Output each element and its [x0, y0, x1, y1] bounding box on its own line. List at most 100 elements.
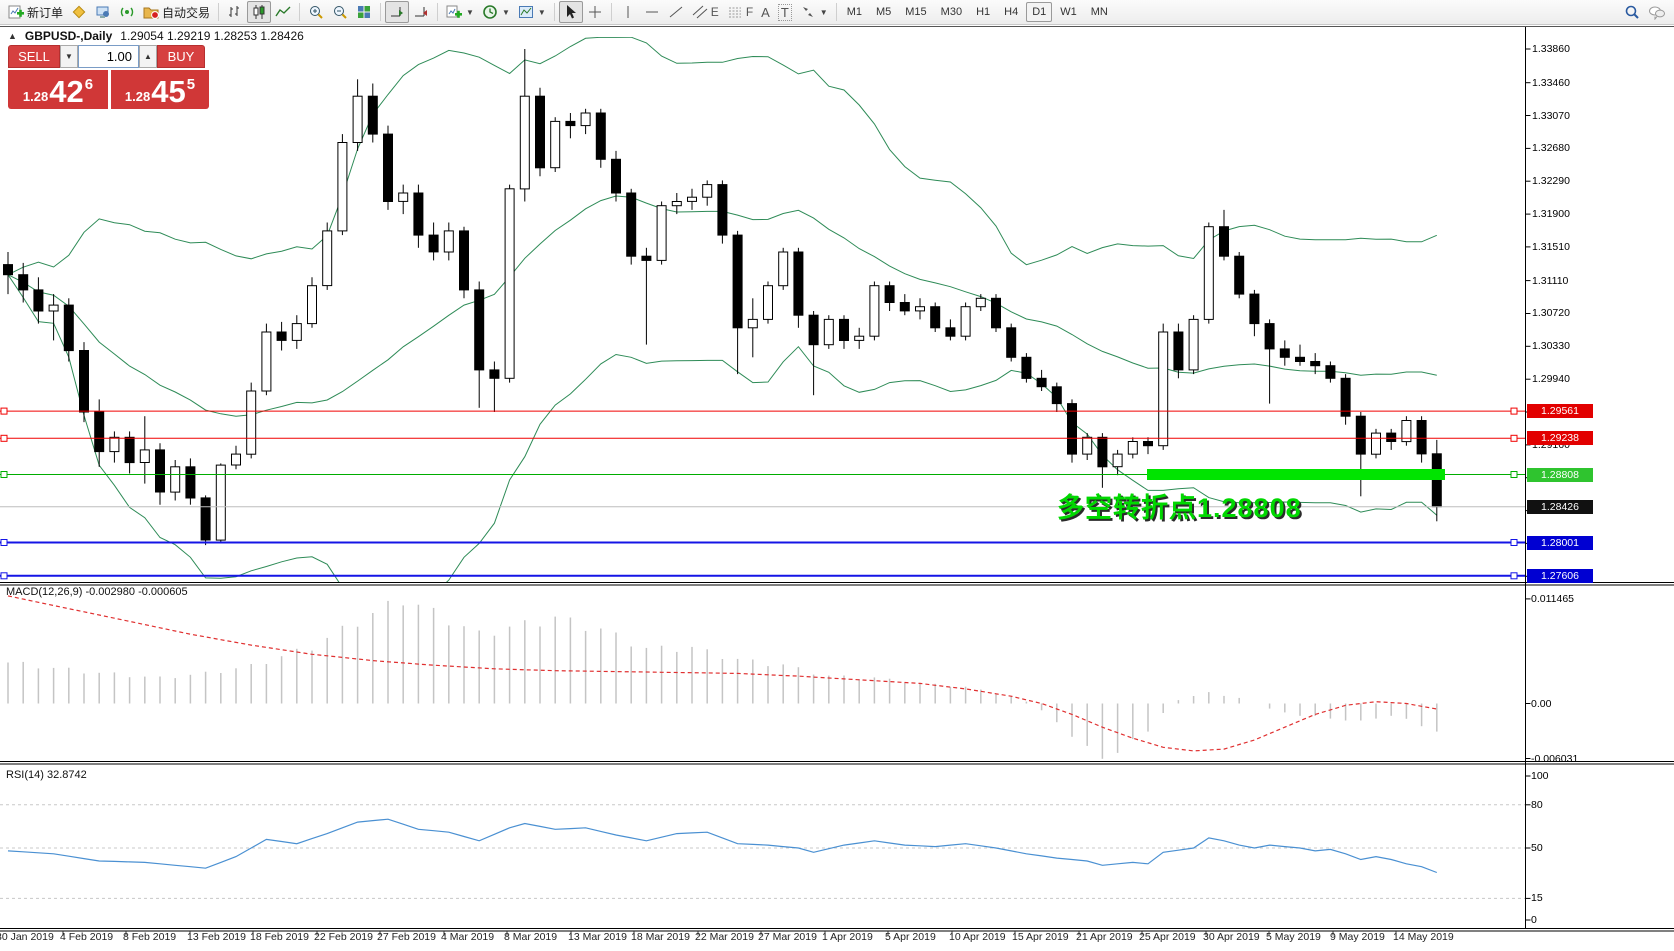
- date-axis-label: 5 Apr 2019: [885, 931, 936, 943]
- new-order-button[interactable]: 新订单: [4, 1, 67, 23]
- arrows-dropdown[interactable]: ▼: [796, 1, 832, 23]
- chevron-down-icon: ▼: [537, 7, 546, 17]
- date-axis-label: 18 Mar 2019: [631, 931, 690, 943]
- cursor-tool-button[interactable]: [558, 1, 583, 23]
- new-chart-dropdown[interactable]: ▼: [442, 1, 478, 23]
- sell-price-display[interactable]: 1.28 42 6: [8, 70, 108, 109]
- rsi-axis-tick: 0: [1531, 914, 1537, 926]
- timeframe-h4[interactable]: H4: [1004, 6, 1019, 18]
- rsi-axis-tick: 80: [1531, 799, 1543, 811]
- date-axis-label: 25 Apr 2019: [1139, 931, 1196, 943]
- fibonacci-icon: [728, 7, 741, 18]
- date-axis-label: 9 May 2019: [1330, 931, 1385, 943]
- chart-symbol-title: GBPUSD-,Daily: [24, 29, 113, 43]
- zoom-out-icon: [334, 6, 347, 19]
- date-axis-label: 8 Mar 2019: [504, 931, 558, 943]
- chevron-down-icon: ▼: [819, 7, 828, 17]
- price-axis-tick: 1.31510: [1532, 241, 1570, 253]
- date-axis-label: 4 Mar 2019: [441, 931, 495, 943]
- signals-button[interactable]: [115, 1, 139, 23]
- date-axis-label: 5 May 2019: [1266, 931, 1321, 943]
- vertical-line-tool[interactable]: [616, 1, 640, 23]
- volume-down-button[interactable]: ▼: [60, 45, 78, 68]
- macd-indicator-label: MACD(12,26,9) -0.002980 -0.000605: [6, 586, 188, 598]
- bar-chart-icon: [229, 6, 240, 17]
- auto-scroll-icon: [391, 7, 404, 17]
- date-axis-label: 30 Jan 2019: [0, 931, 54, 943]
- chart-window[interactable]: ▲ GBPUSD-,Daily 1.29054 1.29219 1.28253 …: [0, 25, 1674, 951]
- price-line-badge: 1.27606: [1527, 569, 1593, 583]
- text-tool[interactable]: A: [757, 1, 774, 23]
- toolbar-separator: [299, 3, 301, 21]
- date-axis-label: 10 Apr 2019: [949, 931, 1006, 943]
- date-axis-label: 18 Feb 2019: [250, 931, 309, 943]
- tile-windows-button[interactable]: [352, 1, 376, 23]
- horizontal-line-icon: [645, 11, 658, 13]
- volume-up-button[interactable]: ▲: [139, 45, 157, 68]
- price-line-badge: 1.28001: [1527, 536, 1593, 550]
- timeframe-h1[interactable]: H1: [976, 6, 991, 18]
- search-button[interactable]: [1620, 1, 1644, 23]
- timeframe-m30[interactable]: M30: [940, 6, 963, 18]
- fibonacci-tool[interactable]: F: [723, 1, 757, 23]
- date-axis-label: 21 Apr 2019: [1076, 931, 1133, 943]
- text-label-tool[interactable]: T: [774, 1, 796, 23]
- horizontal-line-tool[interactable]: [640, 1, 664, 23]
- chat-button[interactable]: [1644, 1, 1670, 23]
- line-chart-button[interactable]: [271, 1, 295, 23]
- chart-shift-button[interactable]: [409, 1, 433, 23]
- date-axis-label: 22 Mar 2019: [695, 931, 754, 943]
- rsi-axis-tick: 50: [1531, 842, 1543, 854]
- volume-input[interactable]: [78, 45, 139, 68]
- equidistant-channel-tool[interactable]: E: [688, 1, 723, 23]
- auto-scroll-button[interactable]: [385, 1, 410, 23]
- collapse-icon[interactable]: ▲: [8, 31, 17, 41]
- buy-price-big: 45: [151, 74, 186, 109]
- channel-icon: [692, 5, 708, 19]
- crosshair-icon: [588, 6, 601, 18]
- terminal-button[interactable]: [91, 1, 115, 23]
- toolbar-separator: [610, 3, 612, 21]
- price-line-badge: 1.29238: [1527, 431, 1593, 445]
- templates-dropdown[interactable]: ▼: [514, 1, 550, 23]
- buy-price-display[interactable]: 1.28 45 5: [111, 70, 209, 109]
- timeframe-m15[interactable]: M15: [905, 6, 927, 18]
- sell-button[interactable]: SELL: [8, 45, 60, 68]
- vertical-line-icon: [627, 6, 629, 18]
- new-order-label: 新订单: [27, 5, 64, 20]
- sell-price-big: 42: [49, 74, 84, 109]
- toolbar-separator: [835, 3, 837, 21]
- metaeditor-button[interactable]: [67, 1, 91, 23]
- price-axis-tick: 1.32680: [1532, 142, 1570, 154]
- rsi-indicator-label: RSI(14) 32.8742: [6, 769, 87, 781]
- candlestick-chart-button[interactable]: [247, 1, 272, 23]
- pivot-annotation[interactable]: 多空转折点1.28808: [1057, 493, 1302, 523]
- period-dropdown[interactable]: ▼: [478, 1, 514, 23]
- date-axis-label: 13 Feb 2019: [187, 931, 246, 943]
- buy-button[interactable]: BUY: [157, 45, 205, 68]
- zoom-out-button[interactable]: [328, 1, 352, 23]
- trendline-tool[interactable]: [664, 1, 688, 23]
- auto-trading-label: 自动交易: [162, 5, 211, 20]
- price-axis-tick: 1.32290: [1532, 175, 1570, 187]
- macd-axis-tick: -0.006031: [1531, 753, 1579, 765]
- metaeditor-icon: [72, 5, 86, 19]
- timeframe-w1[interactable]: W1: [1060, 6, 1077, 18]
- timeframe-d1[interactable]: D1: [1026, 2, 1053, 22]
- template-icon: [518, 6, 533, 18]
- zoom-in-button[interactable]: [304, 1, 328, 23]
- timeframe-mn[interactable]: MN: [1090, 6, 1108, 18]
- auto-trading-button[interactable]: 自动交易: [139, 1, 214, 23]
- chart-canvas[interactable]: [0, 25, 1674, 951]
- timeframe-m5[interactable]: M5: [875, 6, 892, 18]
- macd-axis-tick: 0.00: [1531, 698, 1552, 710]
- date-axis-label: 27 Feb 2019: [377, 931, 436, 943]
- timeframe-m1[interactable]: M1: [846, 6, 862, 18]
- new-chart-icon: [446, 5, 463, 18]
- terminal-icon: [96, 6, 110, 18]
- chart-ohlc-values: 1.29054 1.29219 1.28253 1.28426: [120, 29, 304, 43]
- date-axis-label: 22 Feb 2019: [314, 931, 373, 943]
- crosshair-tool-button[interactable]: [583, 1, 607, 23]
- bar-chart-button[interactable]: [223, 1, 247, 23]
- auto-trading-icon: [143, 7, 159, 19]
